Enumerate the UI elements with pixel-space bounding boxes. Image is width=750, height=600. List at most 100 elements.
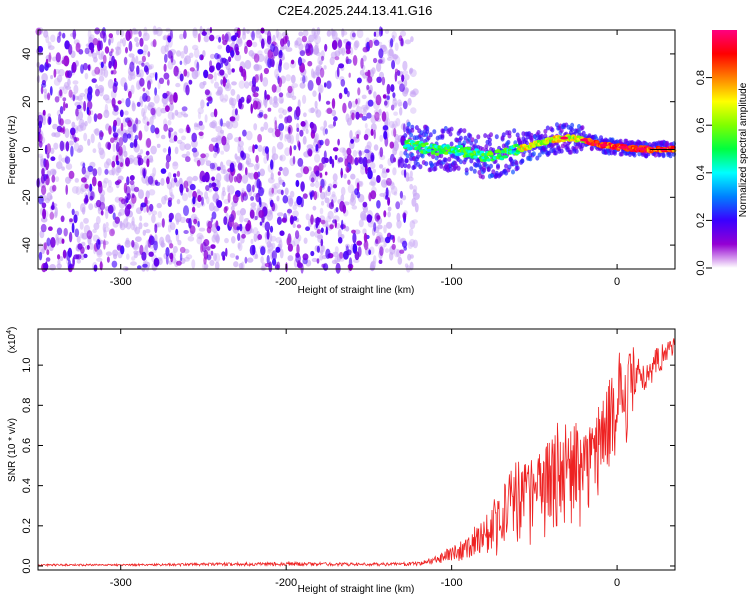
noise-blob — [89, 183, 93, 192]
signal-halo — [574, 148, 579, 154]
signal-core — [556, 139, 562, 143]
noise-blob — [261, 38, 265, 49]
noise-blob — [271, 187, 275, 194]
noise-speckle — [310, 107, 315, 114]
noise-blob — [297, 262, 303, 269]
noise-blob — [50, 237, 56, 248]
noise-speckle — [53, 77, 61, 86]
noise-blob — [219, 69, 225, 76]
noise-blob — [229, 162, 235, 173]
noise-speckle — [302, 29, 309, 37]
signal-halo — [463, 135, 468, 141]
signal-halo — [480, 174, 485, 180]
noise-speckle — [55, 176, 60, 183]
noise-blob — [394, 71, 398, 82]
noise-blob — [300, 181, 305, 192]
signal-halo — [559, 128, 564, 133]
noise-speckle — [56, 161, 63, 170]
noise-blob — [99, 30, 106, 39]
signal-halo — [506, 139, 511, 145]
noise-speckle — [151, 210, 158, 216]
signal-halo — [487, 141, 492, 147]
noise-blob — [155, 181, 161, 186]
noise-speckle — [172, 161, 179, 170]
noise-blob — [191, 132, 197, 143]
noise-speckle — [392, 147, 398, 156]
noise-blob — [125, 157, 130, 167]
noise-blob — [94, 27, 101, 35]
noise-blob — [193, 218, 198, 225]
noise-blob — [42, 208, 47, 220]
noise-blob — [287, 40, 291, 48]
noise-blob — [142, 87, 146, 92]
noise-speckle — [191, 69, 199, 80]
signal-halo — [559, 148, 564, 154]
noise-blob — [343, 87, 348, 95]
noise-blob — [254, 144, 258, 150]
y-tick-label: 0 — [21, 146, 33, 152]
noise-speckle — [226, 184, 230, 193]
noise-speckle — [246, 257, 254, 263]
noise-blob — [163, 72, 170, 80]
noise-blob — [179, 252, 183, 262]
noise-speckle — [89, 243, 94, 250]
noise-speckle — [280, 45, 285, 51]
noise-blob — [390, 104, 395, 111]
noise-speckle — [128, 200, 132, 206]
noise-blob — [223, 216, 228, 226]
noise-blob — [228, 214, 235, 223]
noise-speckle — [90, 133, 95, 144]
noise-blob — [210, 250, 214, 256]
noise-blob — [208, 183, 213, 188]
noise-blob — [141, 251, 147, 261]
noise-speckle — [42, 117, 46, 126]
noise-speckle — [302, 94, 307, 104]
noise-speckle — [381, 170, 388, 179]
noise-blob — [252, 184, 255, 193]
noise-blob — [38, 133, 43, 144]
noise-blob — [347, 179, 351, 185]
noise-speckle — [285, 47, 293, 52]
noise-speckle — [369, 162, 376, 169]
noise-speckle — [152, 167, 157, 177]
noise-speckle — [148, 158, 154, 164]
noise-speckle — [202, 81, 207, 86]
noise-blob — [240, 96, 245, 103]
noise-blob — [65, 184, 68, 195]
noise-blob — [154, 223, 158, 234]
noise-speckle — [372, 168, 377, 174]
spectrogram-y-label: Frequency (Hz) — [7, 116, 18, 185]
noise-speckle — [331, 109, 337, 117]
noise-blob — [376, 175, 381, 183]
noise-blob — [339, 251, 344, 259]
noise-speckle — [213, 71, 217, 82]
noise-blob — [165, 247, 170, 257]
noise-blob — [91, 78, 97, 83]
noise-speckle — [76, 236, 81, 243]
noise-speckle — [226, 79, 230, 89]
noise-speckle — [53, 142, 59, 150]
noise-speckle — [179, 216, 186, 224]
noise-speckle — [155, 107, 162, 117]
noise-blob — [51, 174, 56, 183]
noise-speckle — [183, 113, 189, 118]
noise-speckle — [198, 227, 206, 232]
x-tick-label: -300 — [110, 276, 132, 288]
noise-speckle — [257, 144, 263, 153]
noise-blob — [244, 256, 248, 264]
noise-speckle — [40, 217, 48, 223]
noise-speckle — [139, 215, 143, 222]
noise-blob — [350, 156, 355, 165]
noise-speckle — [272, 34, 276, 43]
noise-speckle — [50, 75, 54, 80]
noise-blob — [206, 96, 213, 102]
noise-speckle — [260, 256, 264, 264]
noise-speckle — [134, 36, 139, 43]
signal-halo — [476, 134, 481, 140]
noise-speckle — [395, 117, 401, 127]
noise-speckle — [373, 91, 377, 99]
noise-speckle — [273, 95, 278, 104]
noise-blob — [219, 63, 224, 68]
noise-blob — [378, 259, 383, 264]
